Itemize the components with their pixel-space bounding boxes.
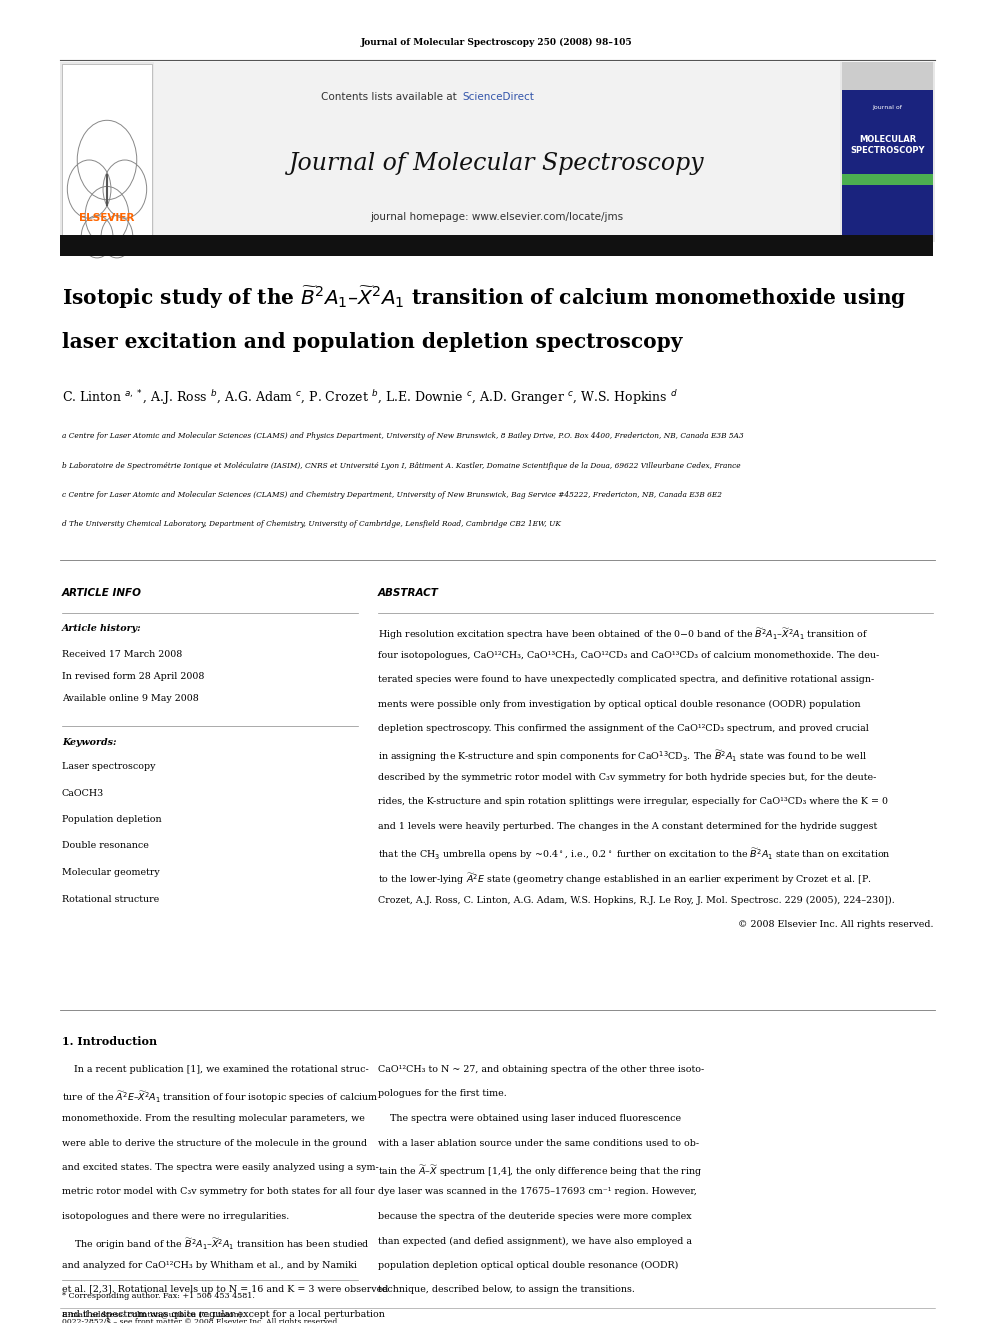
FancyBboxPatch shape (60, 234, 933, 255)
Text: tain the $\widetilde{A}$–$\widetilde{X}$ spectrum [1,4], the only difference bei: tain the $\widetilde{A}$–$\widetilde{X}$… (378, 1163, 702, 1179)
Text: * Corresponding author. Fax: +1 506 453 4581.: * Corresponding author. Fax: +1 506 453 … (62, 1293, 255, 1301)
Text: isotopologues and there were no irregularities.: isotopologues and there were no irregula… (62, 1212, 290, 1221)
Text: Received 17 March 2008: Received 17 March 2008 (62, 650, 183, 659)
Text: Keywords:: Keywords: (62, 738, 116, 747)
Text: Isotopic study of the $\widetilde{B}^2A_1$–$\widetilde{X}^2A_1$ transition of ca: Isotopic study of the $\widetilde{B}^2A_… (62, 284, 907, 311)
Text: Contents lists available at: Contents lists available at (321, 93, 460, 102)
Text: that the CH$_3$ umbrella opens by ~0.4$^\circ$, i.e., 0.2$^\circ$ further on exc: that the CH$_3$ umbrella opens by ~0.4$^… (378, 847, 891, 863)
Text: MOLECULAR
SPECTROSCOPY: MOLECULAR SPECTROSCOPY (850, 135, 925, 155)
Text: High resolution excitation spectra have been obtained of the 0$-$0 band of the $: High resolution excitation spectra have … (378, 626, 868, 642)
Text: four isotopologues, CaO¹²CH₃, CaO¹³CH₃, CaO¹²CD₃ and CaO¹³CD₃ of calcium monomet: four isotopologues, CaO¹²CH₃, CaO¹³CH₃, … (378, 651, 879, 659)
Text: Available online 9 May 2008: Available online 9 May 2008 (62, 695, 198, 703)
Text: Crozet, A.J. Ross, C. Linton, A.G. Adam, W.S. Hopkins, R.J. Le Roy, J. Mol. Spec: Crozet, A.J. Ross, C. Linton, A.G. Adam,… (378, 896, 895, 905)
Text: journal homepage: www.elsevier.com/locate/jms: journal homepage: www.elsevier.com/locat… (370, 212, 624, 222)
Text: Journal of Molecular Spectroscopy 250 (2008) 98–105: Journal of Molecular Spectroscopy 250 (2… (360, 38, 632, 48)
Text: CaOCH3: CaOCH3 (62, 789, 104, 798)
Text: et al. [2,3]. Rotational levels up to N = 16 and K = 3 were observed: et al. [2,3]. Rotational levels up to N … (62, 1286, 389, 1294)
Text: laser excitation and population depletion spectroscopy: laser excitation and population depletio… (62, 332, 682, 352)
Text: Molecular geometry: Molecular geometry (62, 868, 160, 877)
Text: © 2008 Elsevier Inc. All rights reserved.: © 2008 Elsevier Inc. All rights reserved… (737, 919, 933, 929)
Text: a Centre for Laser Atomic and Molecular Sciences (CLAMS) and Physics Department,: a Centre for Laser Atomic and Molecular … (62, 433, 744, 441)
Text: than expected (and defied assignment), we have also employed a: than expected (and defied assignment), w… (378, 1237, 692, 1246)
Text: Population depletion: Population depletion (62, 815, 162, 824)
Text: Laser spectroscopy: Laser spectroscopy (62, 762, 156, 771)
Text: described by the symmetric rotor model with C₃v symmetry for both hydride specie: described by the symmetric rotor model w… (378, 773, 876, 782)
Text: ture of the $\widetilde{A}^2E$–$\widetilde{X}^2A_1$ transition of four isotopic : ture of the $\widetilde{A}^2E$–$\widetil… (62, 1090, 378, 1105)
Text: depletion spectroscopy. This confirmed the assignment of the CaO¹²CD₃ spectrum, : depletion spectroscopy. This confirmed t… (378, 724, 869, 733)
Text: b Laboratoire de Spectrométrie Ionique et Moléculaire (IASIM), CNRS et Universit: b Laboratoire de Spectrométrie Ionique e… (62, 462, 741, 470)
Text: ARTICLE INFO: ARTICLE INFO (62, 587, 142, 598)
FancyBboxPatch shape (62, 64, 152, 239)
Text: dye laser was scanned in the 17675–17693 cm⁻¹ region. However,: dye laser was scanned in the 17675–17693… (378, 1188, 696, 1196)
Text: and the spectrum was quite regular except for a local perturbation: and the spectrum was quite regular excep… (62, 1310, 385, 1319)
Text: E-mail address: colinton@unb.ca (C. Linton).: E-mail address: colinton@unb.ca (C. Lint… (62, 1310, 245, 1318)
Text: Double resonance: Double resonance (62, 841, 149, 851)
Text: population depletion optical optical double resonance (OODR): population depletion optical optical dou… (378, 1261, 679, 1270)
Text: terated species were found to have unexpectedly complicated spectra, and definit: terated species were found to have unexp… (378, 675, 874, 684)
FancyBboxPatch shape (842, 62, 933, 242)
Text: ScienceDirect: ScienceDirect (462, 93, 534, 102)
Text: with a laser ablation source under the same conditions used to ob-: with a laser ablation source under the s… (378, 1139, 699, 1147)
Text: The origin band of the $\widetilde{B}^2A_1$–$\widetilde{X}^2A_1$ transition has : The origin band of the $\widetilde{B}^2A… (62, 1237, 370, 1252)
Text: In a recent publication [1], we examined the rotational struc-: In a recent publication [1], we examined… (62, 1065, 369, 1074)
Text: and analyzed for CaO¹²CH₃ by Whitham et al., and by Namiki: and analyzed for CaO¹²CH₃ by Whitham et … (62, 1261, 357, 1270)
Text: The spectra were obtained using laser induced fluorescence: The spectra were obtained using laser in… (378, 1114, 682, 1123)
Text: pologues for the first time.: pologues for the first time. (378, 1090, 507, 1098)
FancyBboxPatch shape (60, 62, 935, 242)
Text: Rotational structure: Rotational structure (62, 894, 160, 904)
Text: C. Linton $^{a,*}$, A.J. Ross $^b$, A.G. Adam $^c$, P. Crozet $^b$, L.E. Downie : C. Linton $^{a,*}$, A.J. Ross $^b$, A.G.… (62, 388, 678, 407)
FancyBboxPatch shape (842, 62, 933, 90)
Text: CaO¹²CH₃ to N ~ 27, and obtaining spectra of the other three isoto-: CaO¹²CH₃ to N ~ 27, and obtaining spectr… (378, 1065, 704, 1074)
Text: ELSEVIER: ELSEVIER (79, 213, 135, 224)
Text: d The University Chemical Laboratory, Department of Chemistry, University of Cam: d The University Chemical Laboratory, De… (62, 520, 560, 528)
Text: In revised form 28 April 2008: In revised form 28 April 2008 (62, 672, 204, 681)
Text: rides, the K-structure and spin rotation splittings were irregular, especially f: rides, the K-structure and spin rotation… (378, 798, 888, 807)
Text: to the lower-lying $\widetilde{A}^2E$ state (geometry change established in an e: to the lower-lying $\widetilde{A}^2E$ st… (378, 871, 872, 886)
Text: and 1 levels were heavily perturbed. The changes in the A constant determined fo: and 1 levels were heavily perturbed. The… (378, 822, 877, 831)
FancyBboxPatch shape (842, 175, 933, 185)
Text: because the spectra of the deuteride species were more complex: because the spectra of the deuteride spe… (378, 1212, 691, 1221)
FancyBboxPatch shape (154, 62, 840, 242)
Text: ments were possible only from investigation by optical optical double resonance : ments were possible only from investigat… (378, 700, 861, 709)
Text: Journal of: Journal of (873, 105, 903, 110)
Text: c Centre for Laser Atomic and Molecular Sciences (CLAMS) and Chemistry Departmen: c Centre for Laser Atomic and Molecular … (62, 491, 722, 499)
Text: Journal of Molecular Spectroscopy: Journal of Molecular Spectroscopy (290, 152, 704, 175)
Text: in assigning the K-structure and spin components for CaO$^{13}$CD$_3$. The $\wid: in assigning the K-structure and spin co… (378, 749, 867, 765)
Text: and excited states. The spectra were easily analyzed using a sym-: and excited states. The spectra were eas… (62, 1163, 379, 1172)
Text: monomethoxide. From the resulting molecular parameters, we: monomethoxide. From the resulting molecu… (62, 1114, 365, 1123)
Text: Article history:: Article history: (62, 624, 142, 632)
Text: 1. Introduction: 1. Introduction (62, 1036, 157, 1046)
Text: were able to derive the structure of the molecule in the ground: were able to derive the structure of the… (62, 1139, 367, 1147)
Text: technique, described below, to assign the transitions.: technique, described below, to assign th… (378, 1286, 635, 1294)
Text: ABSTRACT: ABSTRACT (378, 587, 438, 598)
Text: 0022-2852/$ – see front matter © 2008 Elsevier Inc. All rights reserved.: 0022-2852/$ – see front matter © 2008 El… (62, 1318, 339, 1323)
Text: metric rotor model with C₃v symmetry for both states for all four: metric rotor model with C₃v symmetry for… (62, 1188, 375, 1196)
